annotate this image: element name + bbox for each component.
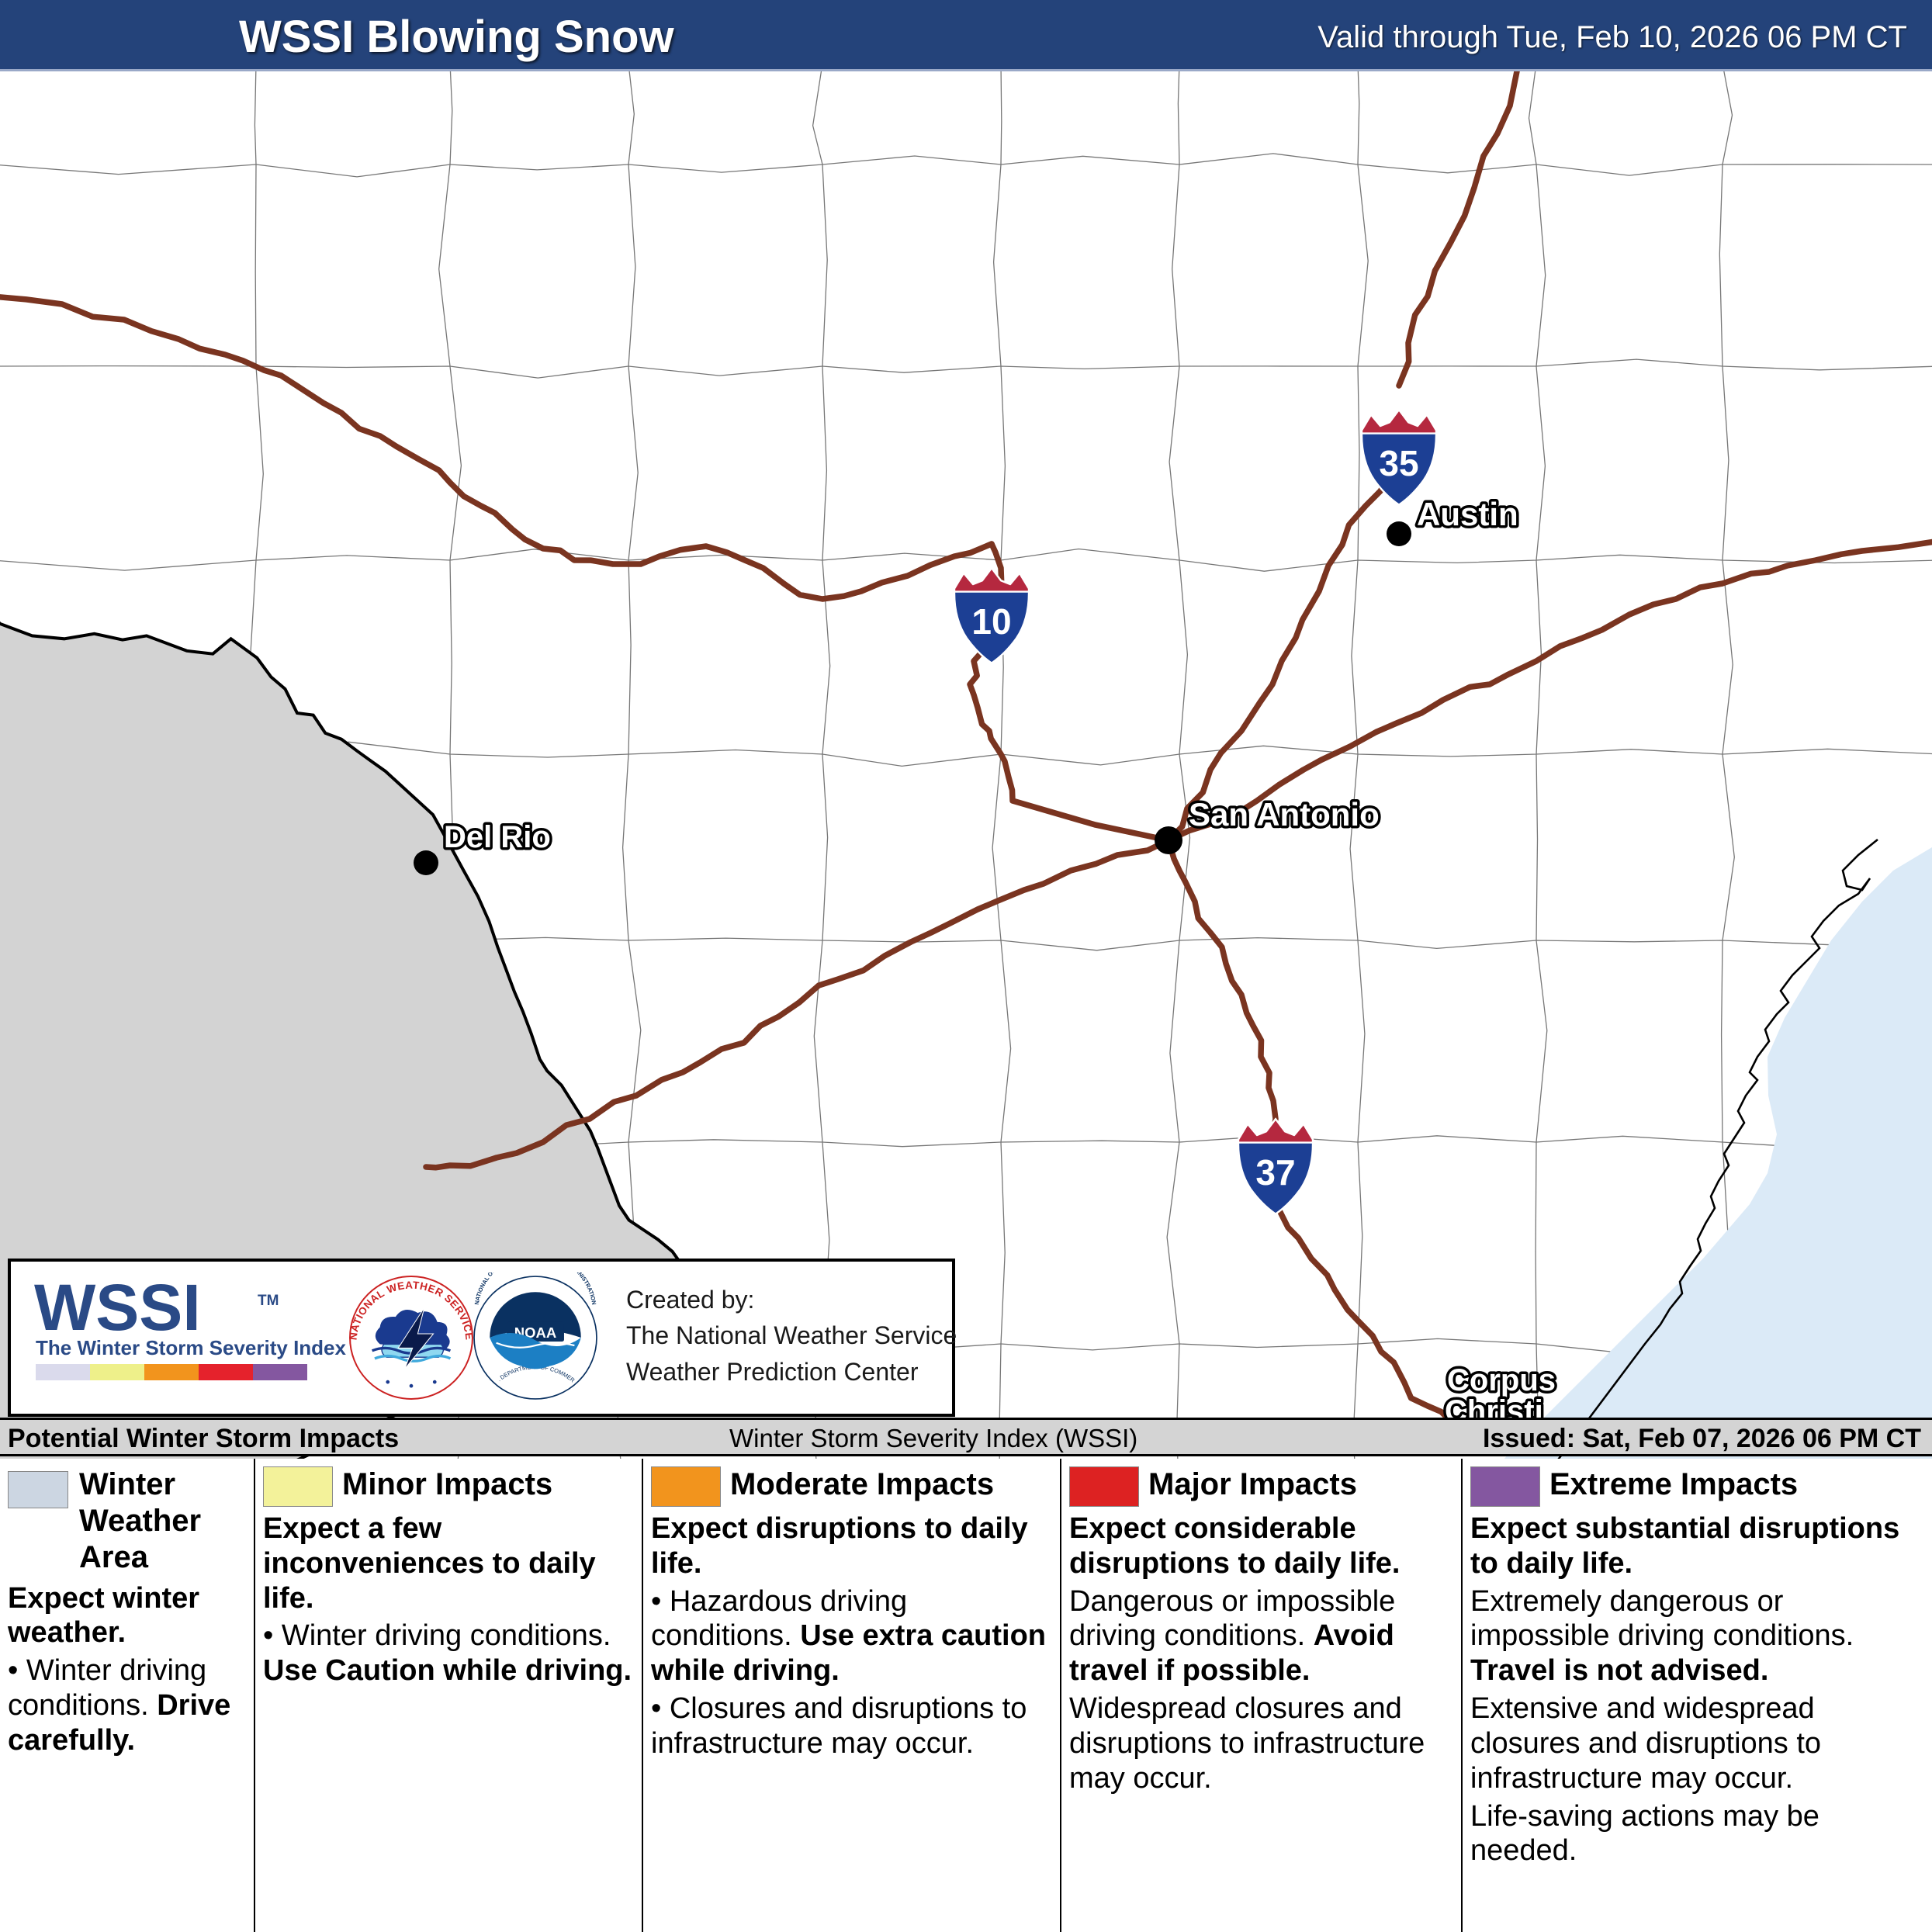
svg-text:San Antonio: San Antonio (1189, 796, 1380, 833)
svg-text:Del Rio: Del Rio (444, 820, 551, 854)
svg-text:37: 37 (1255, 1152, 1295, 1193)
svg-text:Austin: Austin (1417, 496, 1518, 532)
svg-text:TM: TM (258, 1293, 279, 1309)
svg-text:The Winter Storm Severity Inde: The Winter Storm Severity Index (36, 1336, 347, 1359)
svg-text:WSSI: WSSI (34, 1271, 201, 1344)
svg-text:35: 35 (1379, 443, 1418, 483)
svg-text:10: 10 (971, 601, 1011, 642)
svg-text:Corpus: Corpus (1447, 1363, 1556, 1397)
